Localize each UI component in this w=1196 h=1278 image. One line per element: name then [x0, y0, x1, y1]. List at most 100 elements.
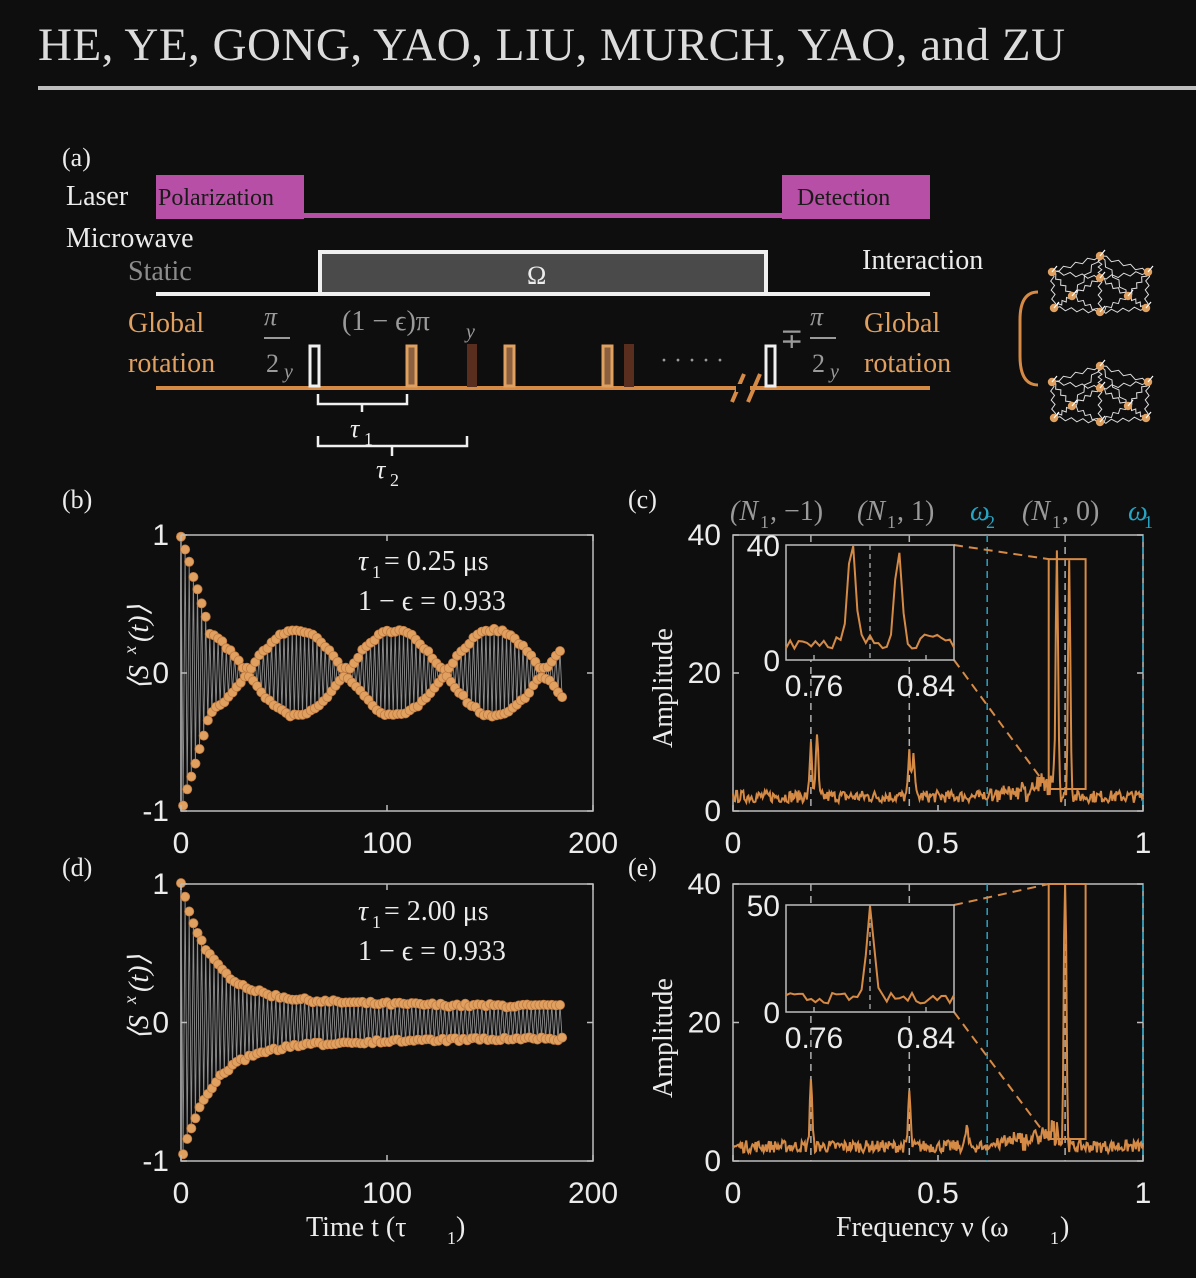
spin-arrow: [1127, 399, 1134, 407]
coupling-wave: [1050, 271, 1057, 309]
panel-d-ylabel-main: ⟨S: [124, 1015, 155, 1040]
data-point: [202, 715, 213, 726]
pi-half-pulse-right: [764, 344, 777, 388]
data-point: [524, 687, 535, 698]
data-point: [184, 906, 195, 917]
peak-label-sub: 1: [887, 512, 896, 532]
y-tick-label: 1: [152, 868, 169, 901]
inset-y-tick-label: 0: [763, 645, 780, 678]
polarization-pulse: [156, 175, 304, 219]
polarization-label: Polarization: [158, 185, 274, 211]
spin-network-bottom: [1047, 359, 1154, 427]
panel-e-spectrum: [732, 883, 1144, 1156]
x-tick-label: 0: [725, 1177, 742, 1210]
panel-b-tau-value: = 0.25 μs: [384, 546, 489, 577]
pi-half-den-left: 2: [266, 349, 279, 378]
coupling-wave: [1053, 416, 1101, 425]
eps-pulse-1: [405, 344, 418, 388]
inset-x-tick-label: 0.76: [785, 670, 843, 703]
data-point: [184, 556, 195, 567]
data-point: [178, 1149, 189, 1160]
panel-e-inset: 0.76 0.84 0 50: [747, 883, 1050, 1140]
panel-b-eps-value: 1 − ϵ = 0.933: [358, 586, 506, 617]
data-point: [555, 1000, 566, 1011]
peak-label-sub: 1: [1052, 512, 1061, 532]
spin-arrow: [1099, 305, 1106, 313]
coupling-wave: [1099, 365, 1128, 408]
x-tick-label: 200: [568, 1177, 618, 1210]
spin-arrow: [1051, 375, 1058, 383]
coupling-wave: [1099, 405, 1129, 423]
detection-label: Detection: [797, 185, 890, 211]
x-tick-label: 0: [173, 827, 190, 860]
peak-label: ω: [1128, 496, 1148, 527]
panel-d-tau-symbol: τ: [358, 896, 369, 927]
data-point: [458, 690, 469, 701]
panel-d-ylabel-tail: (t)⟩: [124, 955, 155, 992]
running-header: HE, YE, GONG, YAO, LIU, MURCH, YAO, and …: [38, 19, 1066, 71]
coupling-wave: [1051, 381, 1072, 408]
spin-arrow: [1145, 411, 1152, 419]
spin-arrow: [1071, 289, 1078, 297]
panel-e-xlabel-tail: ): [1060, 1212, 1069, 1243]
spin-arrow: [1099, 249, 1106, 257]
panel-e-plot: 0 0.5 1 0 20 40 0.76 0.84 0 50 Amplitude Frequen…: [648, 868, 1151, 1248]
panel-d-xlabel: Time t (τ: [306, 1212, 406, 1243]
x-tick-label: 0: [173, 1177, 190, 1210]
y-tick-label: 0: [152, 1007, 169, 1040]
inset-y-tick-label: 40: [747, 530, 780, 563]
data-point: [557, 1032, 568, 1043]
static-label: Static: [128, 256, 192, 287]
panel-e-ticks: 0 0.5 1 0 20 40: [688, 868, 1152, 1210]
inset-connector-bottom: [953, 1011, 1050, 1140]
omega-label: Ω: [527, 261, 546, 290]
y-tick-label: 20: [688, 1007, 721, 1040]
pi-half-sub-right: y: [828, 361, 839, 383]
spin-arrow: [1099, 359, 1106, 367]
peak-label-sub: 1: [1144, 512, 1153, 532]
y-tick-label: 40: [688, 868, 721, 901]
y-tick-label: 0: [704, 795, 721, 828]
coupling-wave: [1099, 365, 1148, 385]
x-tick-label: 1: [1135, 1177, 1152, 1210]
pi-half-den-right: 2: [812, 349, 825, 378]
coupling-wave: [1099, 255, 1148, 275]
laser-baseline: [304, 213, 782, 218]
peak-label-tail: , −1): [770, 496, 823, 527]
eps-pulse-3: [601, 344, 614, 388]
data-point: [182, 784, 193, 795]
x-tick-label: 1: [1135, 827, 1152, 860]
tau1-sub: 1: [364, 429, 373, 449]
panel-a: (a) Laser Polarization Detection Microwa…: [62, 143, 1154, 490]
panel-c-spectrum: [732, 550, 1144, 806]
inset-x-tick-label: 0.84: [897, 1022, 955, 1055]
panel-b-ylabel-sup: x: [120, 646, 140, 655]
coupling-wave: [1051, 365, 1101, 383]
spin-arrow: [1147, 265, 1154, 273]
spin-arrow: [1147, 375, 1154, 383]
zoom-box: [1047, 558, 1087, 791]
panel-d-label: (d): [62, 853, 92, 882]
panel-c-label: (c): [628, 485, 657, 514]
panel-b-tau-symbol: τ: [358, 546, 369, 577]
panel-d-ylabel-sup: x: [120, 996, 140, 1005]
pi-half-sub-left: y: [282, 361, 293, 383]
eps-pulse-sub: y: [464, 321, 475, 343]
global-left-2: rotation: [128, 348, 215, 379]
coupling-wave: [1099, 306, 1147, 314]
microwave-label: Microwave: [66, 223, 194, 254]
panel-b-ylabel: ⟨S x (t)⟩: [120, 605, 155, 690]
coupling-wave: [1099, 387, 1128, 408]
coupling-wave: [1070, 387, 1101, 406]
data-point: [196, 598, 207, 609]
inset-y-tick-label: 0: [763, 997, 780, 1030]
coupling-wave: [1051, 380, 1101, 391]
data-point: [180, 891, 191, 902]
eps-pulse-2: [503, 344, 516, 388]
peak-label: (N: [1022, 496, 1051, 527]
panel-b-ylabel-tail: (t)⟩: [124, 605, 155, 642]
spin-arrow: [1099, 381, 1106, 389]
inset-line: [785, 905, 955, 1005]
data-point: [353, 652, 364, 663]
data-point: [186, 1123, 197, 1134]
